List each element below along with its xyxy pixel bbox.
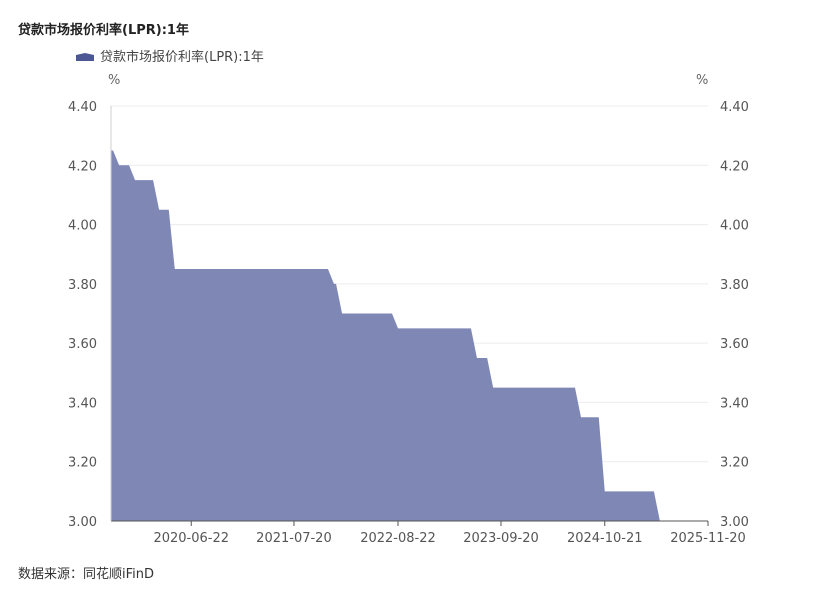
y-tick-label-left: 3.40: [68, 396, 97, 411]
y-tick-label-left: 4.00: [68, 219, 97, 234]
y-tick-label-left: 3.80: [68, 278, 97, 293]
legend-area-icon: [76, 52, 94, 61]
y-tick-label-right: 3.00: [720, 515, 749, 530]
y-tick-label-left: 4.20: [68, 159, 97, 174]
y-tick-label-right: 4.40: [720, 100, 749, 115]
y-tick-label-left: 3.20: [68, 456, 97, 471]
y-tick-label-left: 4.40: [68, 100, 97, 115]
x-tick-label: 2022-08-22: [360, 531, 436, 546]
y-tick-label-right: 4.20: [720, 159, 749, 174]
y-tick-label-left: 3.00: [68, 515, 97, 530]
x-tick-label: 2024-10-21: [567, 531, 643, 546]
chart-title: 贷款市场报价利率(LPR):1年: [18, 23, 189, 38]
area-series: [111, 150, 708, 521]
y-unit-right: %: [696, 73, 708, 88]
y-tick-label-right: 3.80: [720, 278, 749, 293]
y-tick-label-right: 4.00: [720, 219, 749, 234]
y-tick-label-right: 3.60: [720, 337, 749, 352]
legend[interactable]: 贷款市场报价利率(LPR):1年: [76, 46, 264, 65]
y-unit-left: %: [108, 73, 120, 88]
x-tick-label: 2023-09-20: [463, 531, 539, 546]
data-source-note: 数据来源：同花顺iFinD: [18, 567, 155, 582]
y-tick-label-right: 3.20: [720, 456, 749, 471]
x-tick-label: 2021-07-20: [256, 531, 332, 546]
y-tick-label-right: 3.40: [720, 396, 749, 411]
y-tick-label-left: 3.60: [68, 337, 97, 352]
x-tick-label: 2025-11-20: [670, 531, 746, 546]
x-tick-label: 2020-06-22: [153, 531, 229, 546]
legend-label: 贷款市场报价利率(LPR):1年: [100, 50, 264, 65]
